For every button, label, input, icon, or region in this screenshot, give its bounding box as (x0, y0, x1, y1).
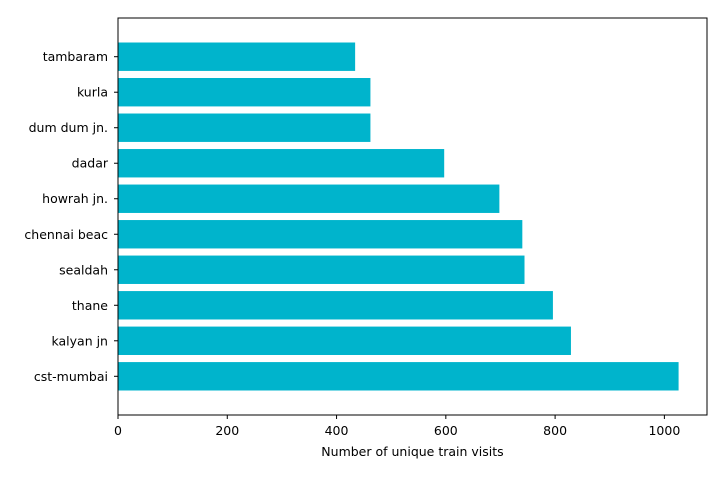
bar-dadar (118, 149, 445, 178)
bar-kurla (118, 78, 371, 107)
y-tick-label: sealdah (59, 262, 108, 277)
bar-thane (118, 291, 553, 320)
y-tick-label: howrah jn. (42, 191, 108, 206)
y-axis: cst-mumbai kalyan jn thane sealdah chennai b… (24, 49, 118, 384)
bar-cst-mumbai (118, 362, 679, 391)
x-tick-label: 800 (543, 423, 567, 438)
bar-howrah-jn (118, 184, 500, 213)
y-tick-label: cst-mumbai (34, 369, 108, 384)
x-axis: 0 200 400 600 800 1000 (114, 415, 680, 438)
bar-dum-dum-jn (118, 113, 371, 142)
plot-frame (117, 17, 708, 416)
y-tick-label: tambaram (43, 49, 108, 64)
y-tick-label: thane (72, 298, 108, 313)
bar-sealdah (118, 255, 525, 284)
bar-tambaram (118, 42, 356, 71)
x-tick-label: 400 (325, 423, 349, 438)
bars-group (118, 42, 679, 391)
x-axis-label: Number of unique train visits (321, 444, 503, 459)
x-tick-label: 200 (215, 423, 239, 438)
y-tick-label: chennai beac (24, 227, 108, 242)
x-tick-label: 1000 (648, 423, 680, 438)
bar-kalyan-jn (118, 326, 571, 355)
y-tick-label: kalyan jn (51, 333, 108, 348)
y-tick-label: dum dum jn. (29, 120, 108, 135)
bar-chennai-beac (118, 220, 523, 249)
y-tick-label: kurla (77, 85, 108, 100)
y-tick-label: dadar (72, 156, 109, 171)
x-tick-label: 0 (114, 423, 122, 438)
x-tick-label: 600 (434, 423, 458, 438)
